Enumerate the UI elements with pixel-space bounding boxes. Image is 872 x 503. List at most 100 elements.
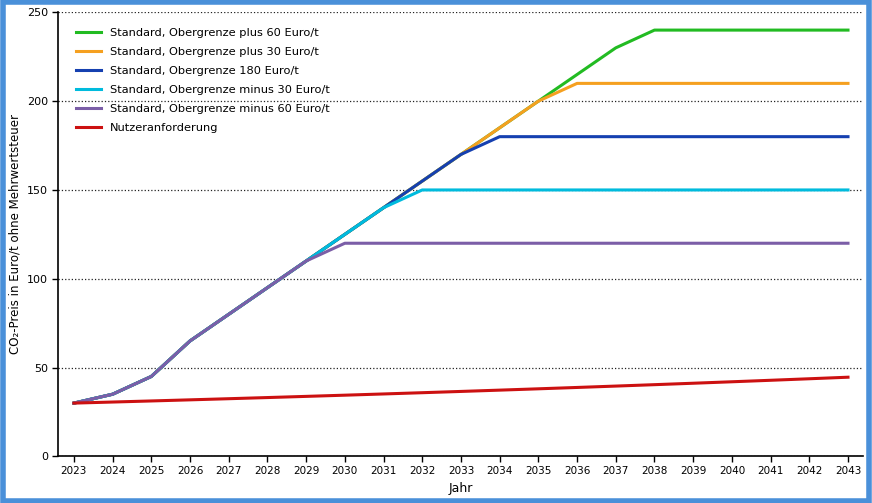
Nutzeranforderung bbox=[533, 386, 543, 392]
Standard, Obergrenze minus 60 Euro/t bbox=[804, 240, 814, 246]
Standard, Obergrenze plus 60 Euro/t bbox=[185, 338, 195, 344]
Standard, Obergrenze minus 30 Euro/t bbox=[572, 187, 582, 193]
Standard, Obergrenze plus 60 Euro/t bbox=[262, 285, 273, 291]
Standard, Obergrenze 180 Euro/t bbox=[842, 134, 853, 140]
Standard, Obergrenze minus 30 Euro/t bbox=[456, 187, 467, 193]
Standard, Obergrenze 180 Euro/t bbox=[533, 134, 543, 140]
Standard, Obergrenze minus 60 Euro/t bbox=[301, 258, 311, 264]
Standard, Obergrenze plus 60 Euro/t bbox=[842, 27, 853, 33]
Standard, Obergrenze plus 30 Euro/t bbox=[69, 400, 79, 406]
Standard, Obergrenze 180 Euro/t bbox=[494, 134, 505, 140]
Standard, Obergrenze minus 60 Euro/t bbox=[69, 400, 79, 406]
Standard, Obergrenze plus 60 Euro/t bbox=[146, 373, 157, 379]
Standard, Obergrenze plus 30 Euro/t bbox=[417, 178, 427, 184]
Standard, Obergrenze plus 30 Euro/t bbox=[107, 391, 118, 397]
Standard, Obergrenze 180 Euro/t bbox=[417, 178, 427, 184]
Standard, Obergrenze 180 Euro/t bbox=[610, 134, 621, 140]
Standard, Obergrenze minus 60 Euro/t bbox=[146, 373, 157, 379]
Standard, Obergrenze minus 60 Euro/t bbox=[572, 240, 582, 246]
Standard, Obergrenze 180 Euro/t bbox=[185, 338, 195, 344]
Nutzeranforderung bbox=[223, 396, 234, 402]
Nutzeranforderung bbox=[494, 387, 505, 393]
Standard, Obergrenze plus 30 Euro/t bbox=[456, 151, 467, 157]
Standard, Obergrenze plus 30 Euro/t bbox=[185, 338, 195, 344]
Standard, Obergrenze minus 60 Euro/t bbox=[688, 240, 698, 246]
Standard, Obergrenze plus 60 Euro/t bbox=[804, 27, 814, 33]
Standard, Obergrenze minus 60 Euro/t bbox=[766, 240, 776, 246]
Standard, Obergrenze plus 60 Euro/t bbox=[766, 27, 776, 33]
Standard, Obergrenze minus 60 Euro/t bbox=[378, 240, 389, 246]
Standard, Obergrenze plus 30 Euro/t bbox=[766, 80, 776, 87]
Standard, Obergrenze plus 60 Euro/t bbox=[378, 205, 389, 211]
Standard, Obergrenze plus 30 Euro/t bbox=[378, 205, 389, 211]
Nutzeranforderung bbox=[378, 391, 389, 397]
Nutzeranforderung bbox=[69, 400, 79, 406]
Standard, Obergrenze minus 60 Euro/t bbox=[533, 240, 543, 246]
Nutzeranforderung bbox=[185, 397, 195, 403]
Standard, Obergrenze plus 60 Euro/t bbox=[301, 258, 311, 264]
Line: Standard, Obergrenze 180 Euro/t: Standard, Obergrenze 180 Euro/t bbox=[74, 137, 848, 403]
Standard, Obergrenze plus 60 Euro/t bbox=[223, 311, 234, 317]
Standard, Obergrenze plus 30 Euro/t bbox=[223, 311, 234, 317]
Standard, Obergrenze minus 30 Euro/t bbox=[301, 258, 311, 264]
Line: Standard, Obergrenze plus 30 Euro/t: Standard, Obergrenze plus 30 Euro/t bbox=[74, 83, 848, 403]
Line: Nutzeranforderung: Nutzeranforderung bbox=[74, 377, 848, 403]
X-axis label: Jahr: Jahr bbox=[449, 482, 473, 494]
Standard, Obergrenze minus 60 Euro/t bbox=[107, 391, 118, 397]
Standard, Obergrenze minus 30 Euro/t bbox=[146, 373, 157, 379]
Standard, Obergrenze plus 30 Euro/t bbox=[339, 231, 350, 237]
Standard, Obergrenze plus 60 Euro/t bbox=[610, 45, 621, 51]
Nutzeranforderung bbox=[107, 399, 118, 405]
Nutzeranforderung bbox=[339, 392, 350, 398]
Standard, Obergrenze minus 60 Euro/t bbox=[842, 240, 853, 246]
Standard, Obergrenze plus 30 Euro/t bbox=[262, 285, 273, 291]
Standard, Obergrenze minus 60 Euro/t bbox=[262, 285, 273, 291]
Standard, Obergrenze 180 Euro/t bbox=[688, 134, 698, 140]
Standard, Obergrenze plus 30 Euro/t bbox=[533, 98, 543, 104]
Standard, Obergrenze minus 30 Euro/t bbox=[378, 205, 389, 211]
Standard, Obergrenze minus 30 Euro/t bbox=[69, 400, 79, 406]
Standard, Obergrenze plus 60 Euro/t bbox=[456, 151, 467, 157]
Standard, Obergrenze plus 30 Euro/t bbox=[610, 80, 621, 87]
Standard, Obergrenze 180 Euro/t bbox=[572, 134, 582, 140]
Standard, Obergrenze minus 60 Euro/t bbox=[223, 311, 234, 317]
Standard, Obergrenze 180 Euro/t bbox=[339, 231, 350, 237]
Standard, Obergrenze minus 30 Euro/t bbox=[494, 187, 505, 193]
Standard, Obergrenze 180 Euro/t bbox=[804, 134, 814, 140]
Nutzeranforderung bbox=[766, 377, 776, 383]
Standard, Obergrenze 180 Euro/t bbox=[456, 151, 467, 157]
Standard, Obergrenze minus 30 Euro/t bbox=[688, 187, 698, 193]
Standard, Obergrenze plus 60 Euro/t bbox=[339, 231, 350, 237]
Nutzeranforderung bbox=[726, 379, 737, 385]
Standard, Obergrenze plus 30 Euro/t bbox=[572, 80, 582, 87]
Standard, Obergrenze plus 30 Euro/t bbox=[494, 125, 505, 131]
Nutzeranforderung bbox=[417, 390, 427, 396]
Line: Standard, Obergrenze minus 60 Euro/t: Standard, Obergrenze minus 60 Euro/t bbox=[74, 243, 848, 403]
Standard, Obergrenze minus 30 Euro/t bbox=[726, 187, 737, 193]
Standard, Obergrenze plus 60 Euro/t bbox=[69, 400, 79, 406]
Standard, Obergrenze plus 60 Euro/t bbox=[417, 178, 427, 184]
Nutzeranforderung bbox=[688, 380, 698, 386]
Standard, Obergrenze minus 60 Euro/t bbox=[494, 240, 505, 246]
Standard, Obergrenze plus 30 Euro/t bbox=[146, 373, 157, 379]
Standard, Obergrenze minus 60 Euro/t bbox=[339, 240, 350, 246]
Standard, Obergrenze plus 30 Euro/t bbox=[842, 80, 853, 87]
Legend: Standard, Obergrenze plus 60 Euro/t, Standard, Obergrenze plus 30 Euro/t, Standa: Standard, Obergrenze plus 60 Euro/t, Sta… bbox=[72, 25, 333, 136]
Standard, Obergrenze minus 30 Euro/t bbox=[533, 187, 543, 193]
Nutzeranforderung bbox=[842, 374, 853, 380]
Line: Standard, Obergrenze minus 30 Euro/t: Standard, Obergrenze minus 30 Euro/t bbox=[74, 190, 848, 403]
Standard, Obergrenze 180 Euro/t bbox=[69, 400, 79, 406]
Standard, Obergrenze plus 60 Euro/t bbox=[650, 27, 660, 33]
Standard, Obergrenze minus 60 Euro/t bbox=[456, 240, 467, 246]
Standard, Obergrenze plus 30 Euro/t bbox=[301, 258, 311, 264]
Standard, Obergrenze minus 30 Euro/t bbox=[842, 187, 853, 193]
Standard, Obergrenze minus 60 Euro/t bbox=[610, 240, 621, 246]
Standard, Obergrenze minus 30 Euro/t bbox=[339, 231, 350, 237]
Standard, Obergrenze 180 Euro/t bbox=[223, 311, 234, 317]
Standard, Obergrenze minus 30 Euro/t bbox=[766, 187, 776, 193]
Standard, Obergrenze 180 Euro/t bbox=[107, 391, 118, 397]
Standard, Obergrenze minus 30 Euro/t bbox=[610, 187, 621, 193]
Standard, Obergrenze plus 60 Euro/t bbox=[688, 27, 698, 33]
Standard, Obergrenze minus 30 Euro/t bbox=[417, 187, 427, 193]
Standard, Obergrenze minus 60 Euro/t bbox=[650, 240, 660, 246]
